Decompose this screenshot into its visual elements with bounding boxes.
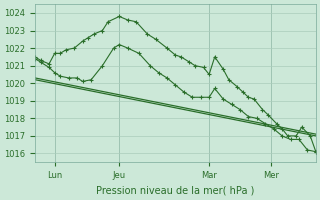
X-axis label: Pression niveau de la mer( hPa ): Pression niveau de la mer( hPa ) bbox=[96, 186, 255, 196]
